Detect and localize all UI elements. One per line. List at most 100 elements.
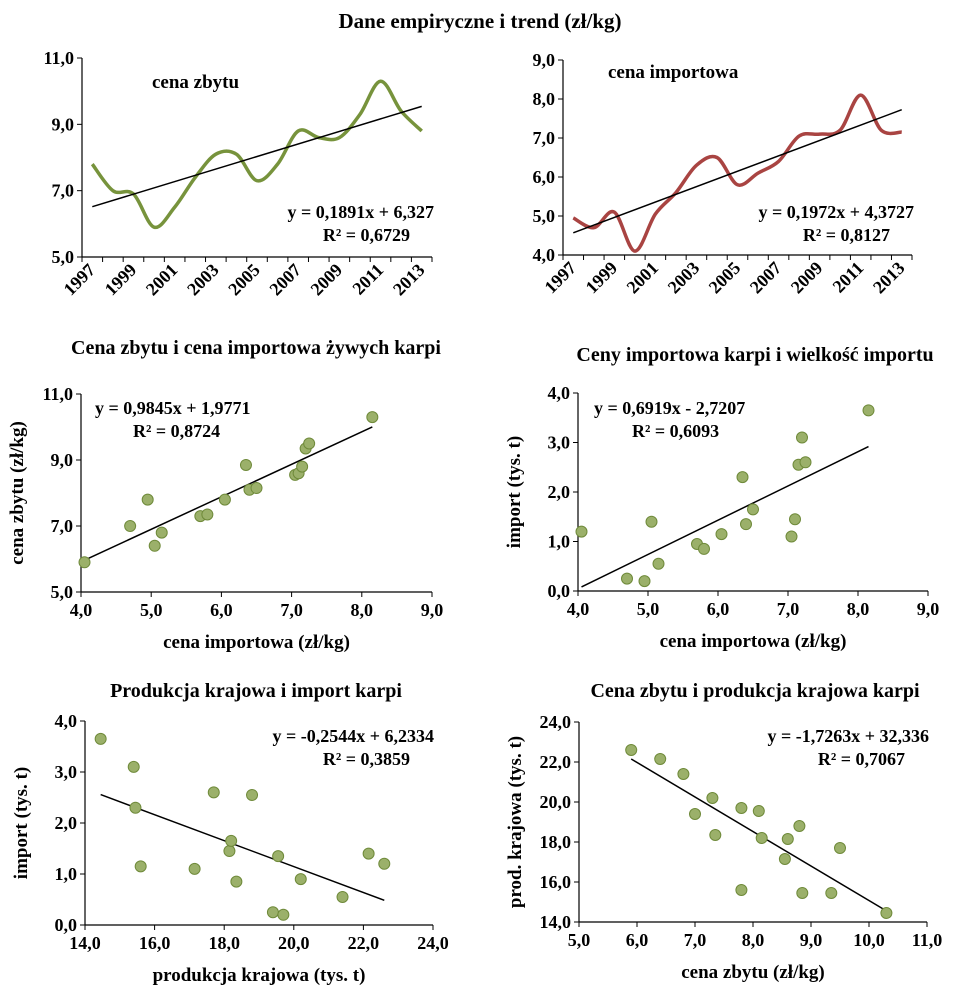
- trend-equation: y = -0,2544x + 6,2334: [272, 726, 434, 746]
- data-point: [621, 572, 633, 585]
- y-tick-label: 22,0: [540, 752, 572, 772]
- trend-line: [573, 109, 902, 234]
- data-point: [709, 829, 722, 841]
- data-point: [129, 801, 142, 814]
- data-point: [266, 906, 279, 919]
- chart-4: 0,0 1,0 2,0 3,0 4,0 4,0 5,0 6,0 7,0 8,0 9,0 Ceny im…: [504, 344, 939, 652]
- series-line: [572, 93, 902, 253]
- trend-line: [92, 105, 422, 208]
- x-tick-label: 5,0: [637, 599, 660, 619]
- x-tick-label: 2011: [348, 260, 387, 299]
- x-tick-label: 2003: [183, 260, 223, 300]
- y-tick-label: 9,0: [52, 114, 75, 134]
- trend-line: [100, 793, 385, 902]
- data-point: [862, 404, 875, 417]
- x-tick-label: 2007: [746, 258, 786, 298]
- data-point: [880, 907, 893, 919]
- x-tick-label: 1999: [582, 258, 622, 298]
- data-point: [638, 575, 651, 588]
- data-point: [785, 530, 798, 543]
- chart-title: Ceny importowa karpi i wielkość importu: [576, 344, 933, 366]
- data-point: [207, 786, 220, 799]
- chart-title: Cena zbytu i produkcja krajowa karpi: [590, 680, 920, 702]
- data-point: [825, 887, 838, 899]
- y-axis-label: import (tys. t): [504, 436, 525, 548]
- figure-title: Dane empiryczne i trend (zł/kg): [338, 9, 621, 33]
- data-point: [781, 833, 794, 845]
- trend-equation: y = 0,1972x + 4,3727: [758, 202, 914, 222]
- data-point: [736, 471, 749, 484]
- y-axis-label: cena zbytu (zł/kg): [7, 421, 28, 565]
- data-point: [246, 788, 259, 801]
- x-tick-label: 8,0: [351, 600, 374, 620]
- data-point: [294, 873, 307, 886]
- trend-line: [581, 445, 869, 588]
- trend-line: [84, 426, 373, 561]
- y-tick-label: 5,0: [52, 247, 75, 267]
- y-tick-label: 9,0: [51, 450, 74, 470]
- y-tick-label: 3,0: [548, 433, 571, 453]
- data-point: [689, 808, 701, 820]
- data-point: [250, 482, 263, 495]
- x-tick-label: 5,0: [140, 600, 163, 620]
- data-point: [677, 768, 690, 780]
- data-point: [225, 834, 238, 847]
- data-point: [230, 875, 243, 888]
- x-tick-label: 16,0: [139, 933, 171, 953]
- data-point: [706, 792, 719, 804]
- data-point: [78, 556, 91, 569]
- y-tick-label: 20,0: [540, 792, 572, 812]
- data-point: [336, 890, 349, 903]
- x-tick-label: 22,0: [348, 933, 380, 953]
- x-tick-label: 11,0: [912, 930, 943, 950]
- x-tick-label: 24,0: [417, 933, 449, 953]
- trend-equation: y = -1,7263x + 32,336: [767, 726, 929, 746]
- x-tick-label: 1999: [101, 260, 141, 300]
- x-tick-label: 4,0: [70, 600, 93, 620]
- data-point: [575, 525, 588, 538]
- y-tick-label: 7,0: [533, 128, 556, 148]
- trend-r2: R² = 0,6093: [632, 421, 719, 441]
- data-point: [625, 744, 638, 756]
- x-tick-label: 2003: [664, 258, 704, 298]
- series-line: [90, 79, 423, 230]
- x-tick-label: 2013: [389, 260, 429, 300]
- x-tick-label: 6,0: [626, 930, 649, 950]
- x-tick-label: 2005: [224, 260, 264, 300]
- y-tick-label: 0,0: [55, 915, 78, 935]
- y-tick-label: 3,0: [55, 762, 78, 782]
- y-axis-label: import (tys. t): [11, 767, 32, 879]
- data-point: [94, 732, 107, 745]
- x-tick-label: 2009: [307, 260, 347, 300]
- x-tick-label: 2001: [623, 258, 663, 298]
- x-tick-label: 8,0: [742, 930, 765, 950]
- series-label: cena importowa: [608, 62, 739, 83]
- y-tick-label: 0,0: [548, 581, 571, 601]
- data-point: [740, 518, 752, 531]
- data-point: [698, 542, 710, 555]
- trend-r2: R² = 0,7067: [818, 749, 905, 769]
- y-tick-label: 4,0: [548, 383, 571, 403]
- data-point: [127, 760, 140, 773]
- x-tick-label: 14,0: [69, 933, 101, 953]
- trend-r2: R² = 0,3859: [323, 749, 410, 769]
- x-tick-label: 10,0: [853, 930, 885, 950]
- data-point: [272, 850, 285, 863]
- trend-r2: R² = 0,8127: [803, 225, 890, 245]
- data-point: [654, 753, 667, 765]
- x-tick-label: 6,0: [210, 600, 233, 620]
- data-point: [362, 847, 375, 860]
- data-point: [277, 908, 290, 921]
- trend-r2: R² = 0,8724: [133, 421, 220, 441]
- y-tick-label: 16,0: [540, 872, 572, 892]
- x-tick-label: 9,0: [917, 599, 940, 619]
- data-point: [148, 539, 161, 552]
- x-tick-label: 2011: [829, 258, 868, 297]
- x-tick-label: 2001: [142, 260, 182, 300]
- x-tick-label: 7,0: [777, 599, 800, 619]
- y-tick-label: 24,0: [540, 712, 572, 732]
- data-point: [715, 528, 728, 541]
